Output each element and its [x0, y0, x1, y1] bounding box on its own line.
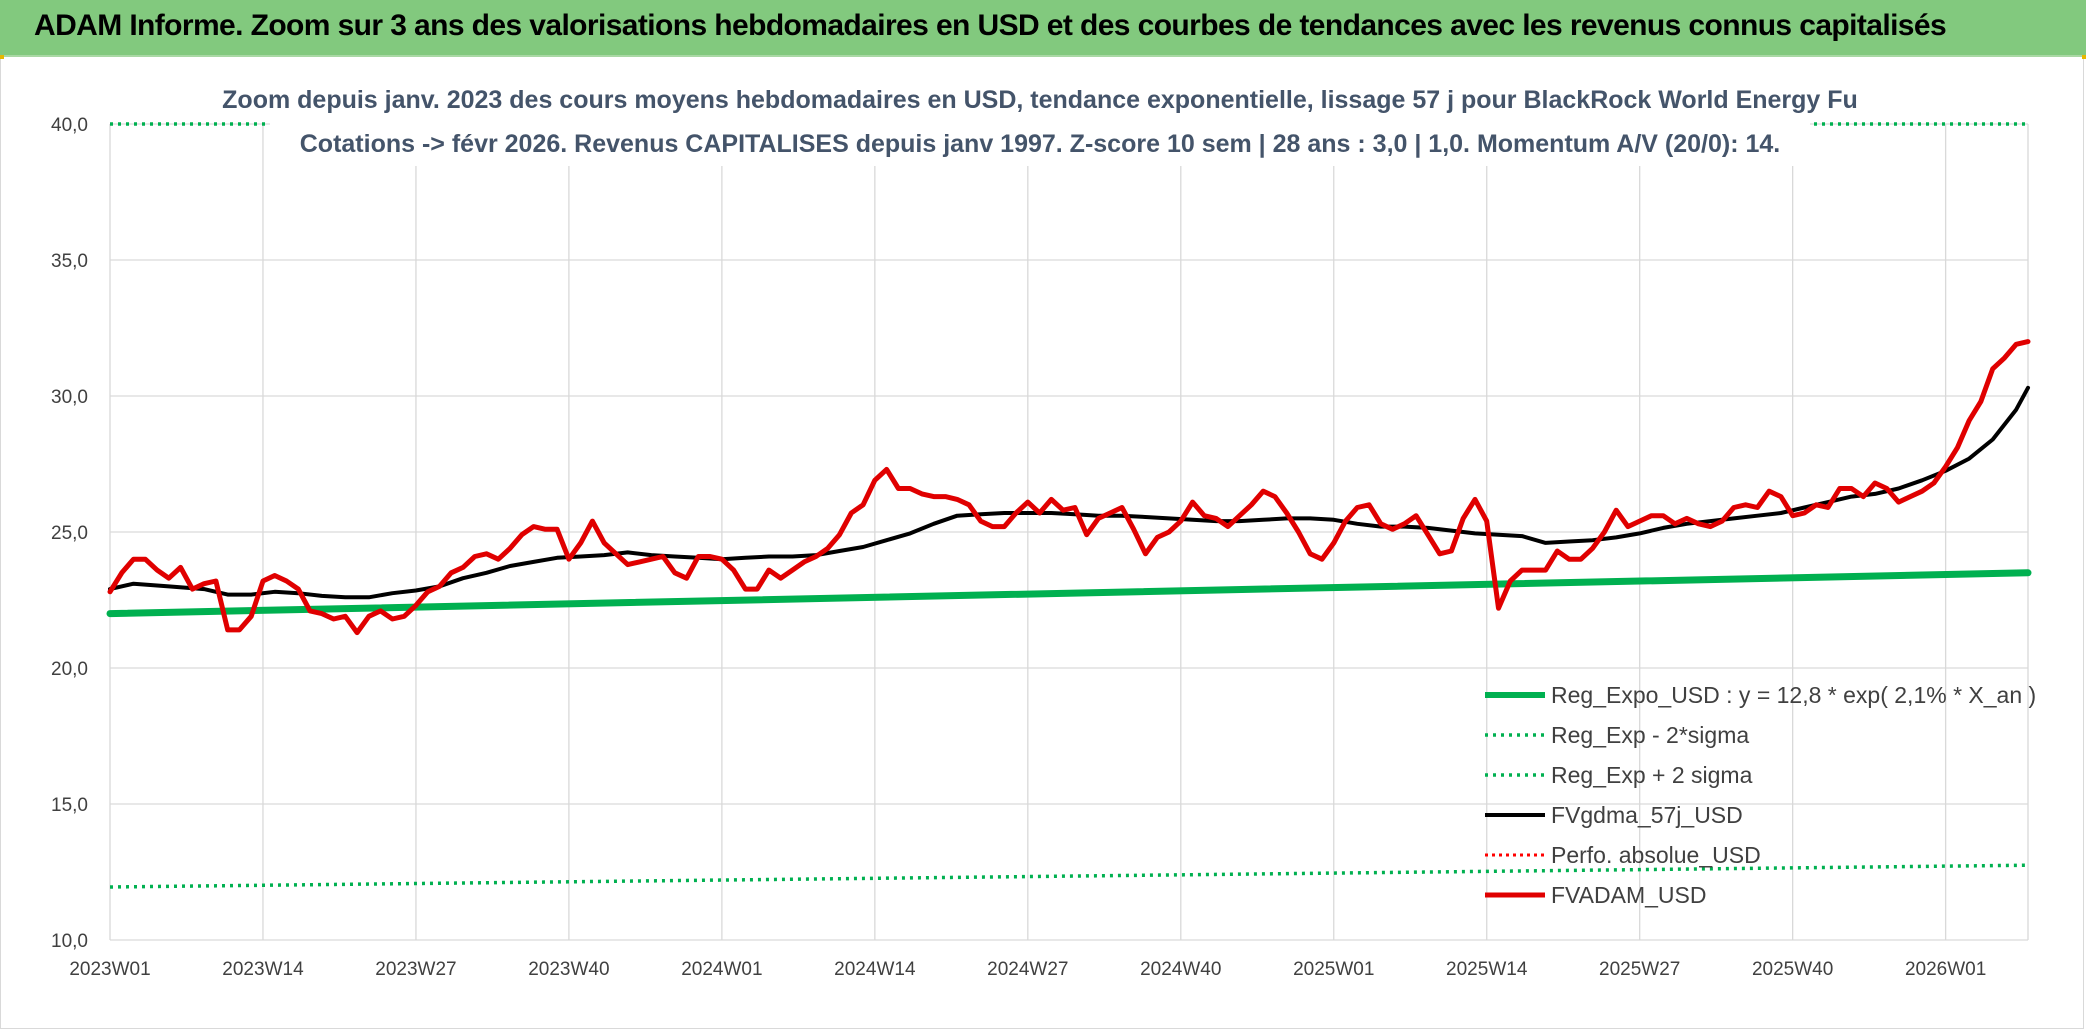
- y-tick-label: 35,0: [51, 251, 88, 272]
- x-tick-label: 2025W01: [1293, 959, 1374, 980]
- x-axis-ticks: 2023W01 2023W14 2023W27 2023W40 2024W01 2024W…: [69, 959, 1986, 980]
- chart-frame: [0, 55, 2084, 1029]
- x-tick-label: 2023W14: [222, 959, 304, 980]
- x-tick-label: 2023W01: [69, 959, 150, 980]
- x-tick-label: 2025W14: [1446, 959, 1528, 980]
- y-tick-label: 10,0: [51, 931, 88, 952]
- series-line-0: [106, 569, 2032, 618]
- x-tick-label: 2023W27: [375, 959, 456, 980]
- y-tick-label: 30,0: [51, 387, 88, 408]
- frame-corner-left: [0, 55, 4, 59]
- chart-legend: Reg_Expo_USD : y = 12,8 * exp( 2,1% * X_…: [1485, 682, 2036, 908]
- y-tick-label: 25,0: [51, 523, 88, 544]
- report-banner: ADAM Informe. Zoom sur 3 ans des valoris…: [0, 0, 2086, 57]
- x-tick-label: 2025W40: [1752, 959, 1833, 980]
- legend-label-5: FVADAM_USD: [1551, 882, 1707, 908]
- chart-title-line-2: Cotations -> févr 2026. Revenus CAPITALI…: [300, 130, 1781, 158]
- y-tick-label: 40,0: [51, 115, 88, 136]
- chart-title-line-1: Zoom depuis janv. 2023 des cours moyens …: [222, 86, 1858, 114]
- x-tick-label: 2026W01: [1905, 959, 1986, 980]
- frame-corner-right: [2082, 55, 2086, 59]
- x-tick-label: 2023W40: [528, 959, 609, 980]
- y-axis-ticks: 10,0 15,0 20,0 25,0 30,0 35,0 40,0: [51, 115, 88, 952]
- legend-label-0: Reg_Expo_USD : y = 12,8 * exp( 2,1% * X_…: [1551, 682, 2036, 708]
- x-tick-label: 2025W27: [1599, 959, 1680, 980]
- x-tick-label: 2024W27: [987, 959, 1068, 980]
- series-line-5: [107, 339, 2031, 636]
- legend-label-1: Reg_Exp - 2*sigma: [1551, 722, 1749, 748]
- legend-label-4: Perfo. absolue_USD: [1551, 842, 1761, 868]
- series-line-3: [108, 385, 2030, 600]
- legend-label-2: Reg_Exp + 2 sigma: [1551, 762, 1753, 788]
- y-tick-label: 15,0: [51, 795, 88, 816]
- x-tick-label: 2024W40: [1140, 959, 1221, 980]
- x-tick-label: 2024W01: [681, 959, 762, 980]
- x-tick-label: 2024W14: [834, 959, 916, 980]
- y-tick-label: 20,0: [51, 659, 88, 680]
- report-title: ADAM Informe. Zoom sur 3 ans des valoris…: [34, 9, 1947, 42]
- legend-label-3: FVgdma_57j_USD: [1551, 802, 1743, 828]
- chart-title: Zoom depuis janv. 2023 des cours moyens …: [222, 76, 1858, 166]
- chart-title-background: [270, 76, 1810, 166]
- series-line-1: [109, 863, 2029, 889]
- series-layer: [106, 122, 2032, 889]
